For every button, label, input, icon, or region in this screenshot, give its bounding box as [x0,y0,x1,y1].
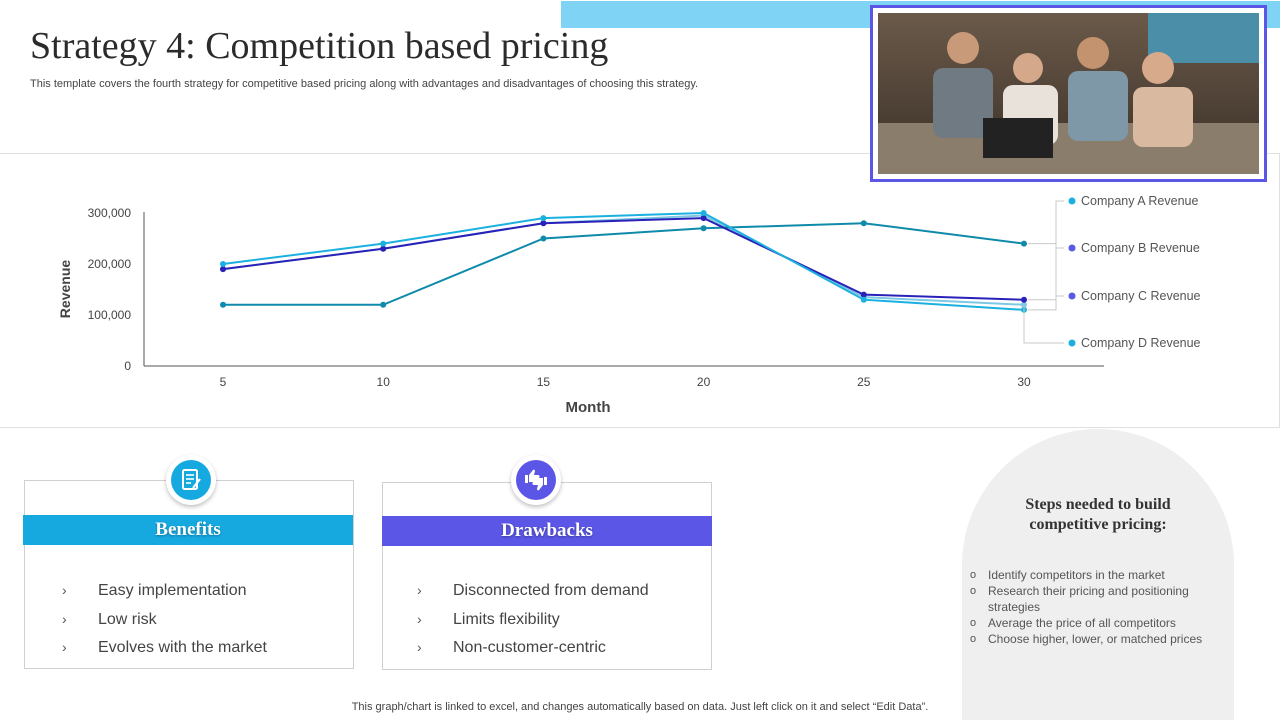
legend-marker [1068,339,1076,347]
data-point [380,245,387,252]
data-point [860,220,867,227]
drawbacks-item: › Limits flexibility [417,605,649,634]
footer-note: This graph/chart is linked to excel, and… [351,701,929,713]
chevron-right-icon: › [62,639,67,655]
chevron-right-icon: › [417,610,422,627]
x-tick-label: 10 [377,375,391,389]
page-subtitle: This template covers the fourth strategy… [30,78,699,90]
legend-leader-line [1028,247,1064,301]
x-tick-label: 25 [857,375,871,389]
benefits-item: › Evolves with the market [62,633,267,662]
data-point [860,291,867,298]
chart-panel: 0 100,000 200,000 300,000 5 10 15 20 25 30 Month Re… [0,153,1280,428]
thumbs-up-down-icon [525,469,547,491]
steps-title: Steps needed to build competitive pricin… [1025,496,1171,533]
y-tick-label: 200,000 [88,257,132,271]
steps-list: Identify competitors in the market Resea… [970,567,1232,647]
team-photo [878,13,1259,174]
benefits-list: › Easy implementation › Low risk › Evolves … [62,576,267,662]
data-point [1021,301,1027,308]
y-tick-label: 100,000 [88,308,132,322]
page-title: Strategy 4: Competition based pricing [30,25,609,67]
step-item: Identify competitors in the market [970,567,1232,583]
team-photo-frame [870,5,1267,182]
series-line [223,222,1025,306]
step-item: Research their pricing and positioning s… [970,583,1232,615]
drawbacks-card [382,482,712,670]
step-item: Average the price of all competitors [970,615,1232,631]
y-axis-title: Revenue [57,260,73,319]
x-tick-label: 20 [697,375,711,389]
drawbacks-icon-badge [511,455,561,505]
drawbacks-item: › Non-customer-centric [417,633,649,662]
revenue-line-chart[interactable]: 0 100,000 200,000 300,000 5 10 15 20 25 30 Month Re… [0,154,1280,429]
data-point [220,301,226,308]
legend-marker [1068,244,1076,252]
data-point [220,266,226,273]
chevron-right-icon: › [417,582,422,598]
x-tick-label: 5 [220,375,227,389]
legend-label: Company A Revenue [1081,194,1198,208]
legend-leader-line [1028,243,1064,297]
benefits-item: › Low risk [62,605,267,634]
benefits-card [24,480,354,669]
legend-marker [1068,197,1076,205]
x-axis-title: Month [566,399,611,416]
benefits-heading: Benefits [23,515,353,545]
x-tick-label: 30 [1017,375,1031,389]
chevron-right-icon: › [62,610,67,627]
data-point [540,235,547,242]
x-tick-label: 15 [537,375,551,389]
chevron-right-icon: › [62,582,67,598]
data-point [540,220,547,227]
series-line [222,217,1025,301]
data-point [1021,296,1027,303]
data-point [700,215,707,222]
data-point [380,240,387,247]
data-point [1021,240,1027,247]
y-tick-label: 0 [124,359,131,373]
document-edit-icon [182,469,201,490]
drawbacks-item: › Disconnected from demand [417,576,649,605]
data-point [700,210,707,216]
legend-marker [1068,292,1076,300]
series-line [222,211,1025,311]
benefits-icon-badge [166,455,216,505]
data-point [860,296,867,303]
benefits-item: › Easy implementation [62,576,267,605]
step-item: Choose higher, lower, or matched prices [970,631,1232,647]
data-point [380,301,387,308]
y-tick-label: 300,000 [88,206,132,220]
legend-label: Company D Revenue [1081,336,1201,350]
legend-label: Company B Revenue [1081,241,1200,255]
drawbacks-list: › Disconnected from demand › Limits flexib… [417,576,649,662]
data-point [700,225,707,232]
legend-label: Company C Revenue [1081,289,1201,303]
chevron-right-icon: › [417,639,422,655]
legend-leader-line [1023,304,1064,344]
legend-leader-line [1028,200,1064,311]
drawbacks-heading: Drawbacks [382,516,712,546]
data-point [220,261,226,267]
data-point [540,215,547,222]
